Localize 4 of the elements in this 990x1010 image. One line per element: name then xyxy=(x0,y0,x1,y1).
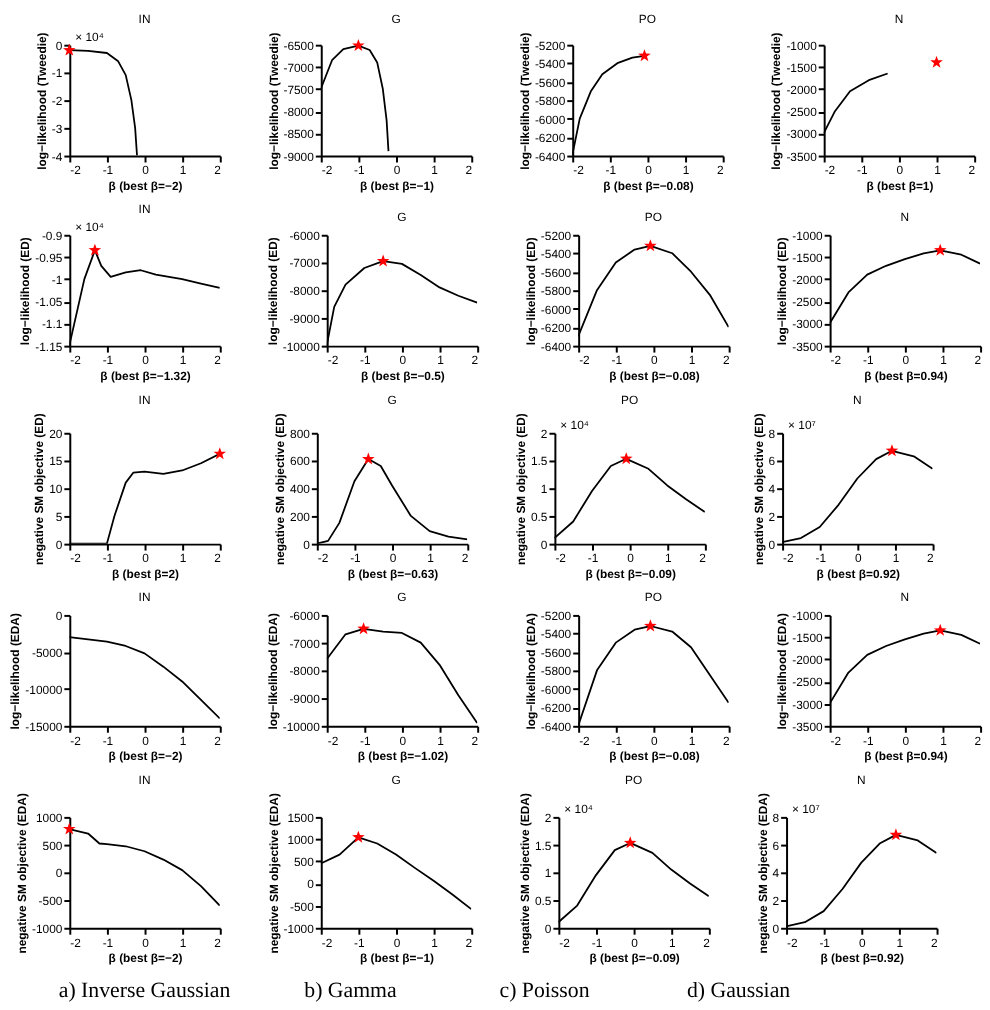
text: c) Poisson xyxy=(499,979,591,1004)
text: a) Inverse Gaussian xyxy=(58,979,232,1004)
text: d) Gaussian xyxy=(686,979,792,1004)
text: b) Gamma xyxy=(304,979,398,1004)
